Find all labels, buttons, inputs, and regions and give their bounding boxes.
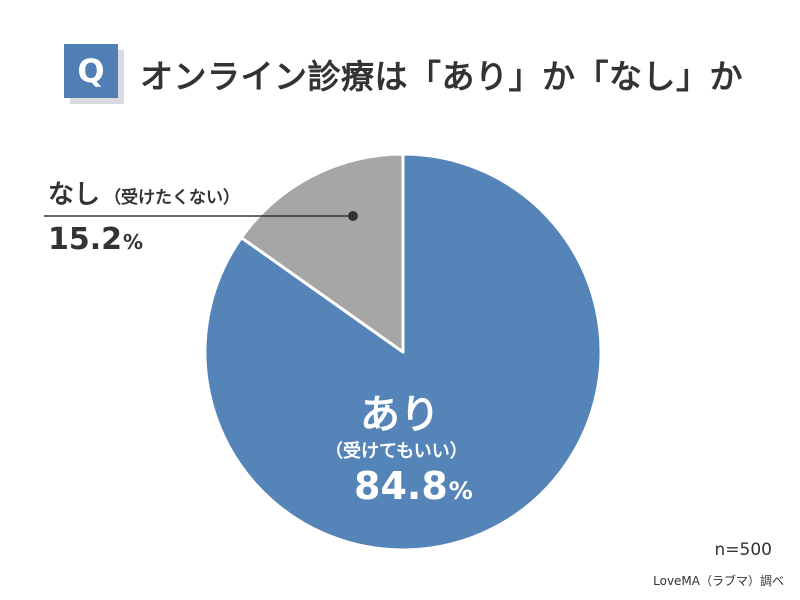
nashi-label-main: なし xyxy=(48,180,101,210)
ari-percent-sign: % xyxy=(448,477,473,505)
nashi-percent-sign: % xyxy=(123,230,144,254)
nashi-percent-value: 15.2 xyxy=(48,222,123,257)
pie-slice-nashi xyxy=(239,152,405,354)
source-credit: LoveMA（ラブマ）調べ xyxy=(653,574,784,588)
nashi-label-sub: （受けたくない） xyxy=(104,188,241,208)
chart-title: オンライン診療は「あり」か「なし」か xyxy=(140,57,743,96)
nashi-percent-label: 15.2% xyxy=(48,222,143,257)
ari-label-main: あり xyxy=(360,392,440,438)
ari-percent-value: 84.8 xyxy=(354,464,448,508)
nashi-leader-dot xyxy=(347,211,358,221)
q-badge-letter: Q xyxy=(64,44,118,98)
nashi-label: なし （受けたくない） xyxy=(48,174,240,211)
q-badge: Q xyxy=(64,44,126,106)
ari-percent-label: 84.8% xyxy=(354,464,473,508)
ari-label-sub: （受けてもいい） xyxy=(325,441,468,462)
sample-size: n=500 xyxy=(714,540,772,560)
